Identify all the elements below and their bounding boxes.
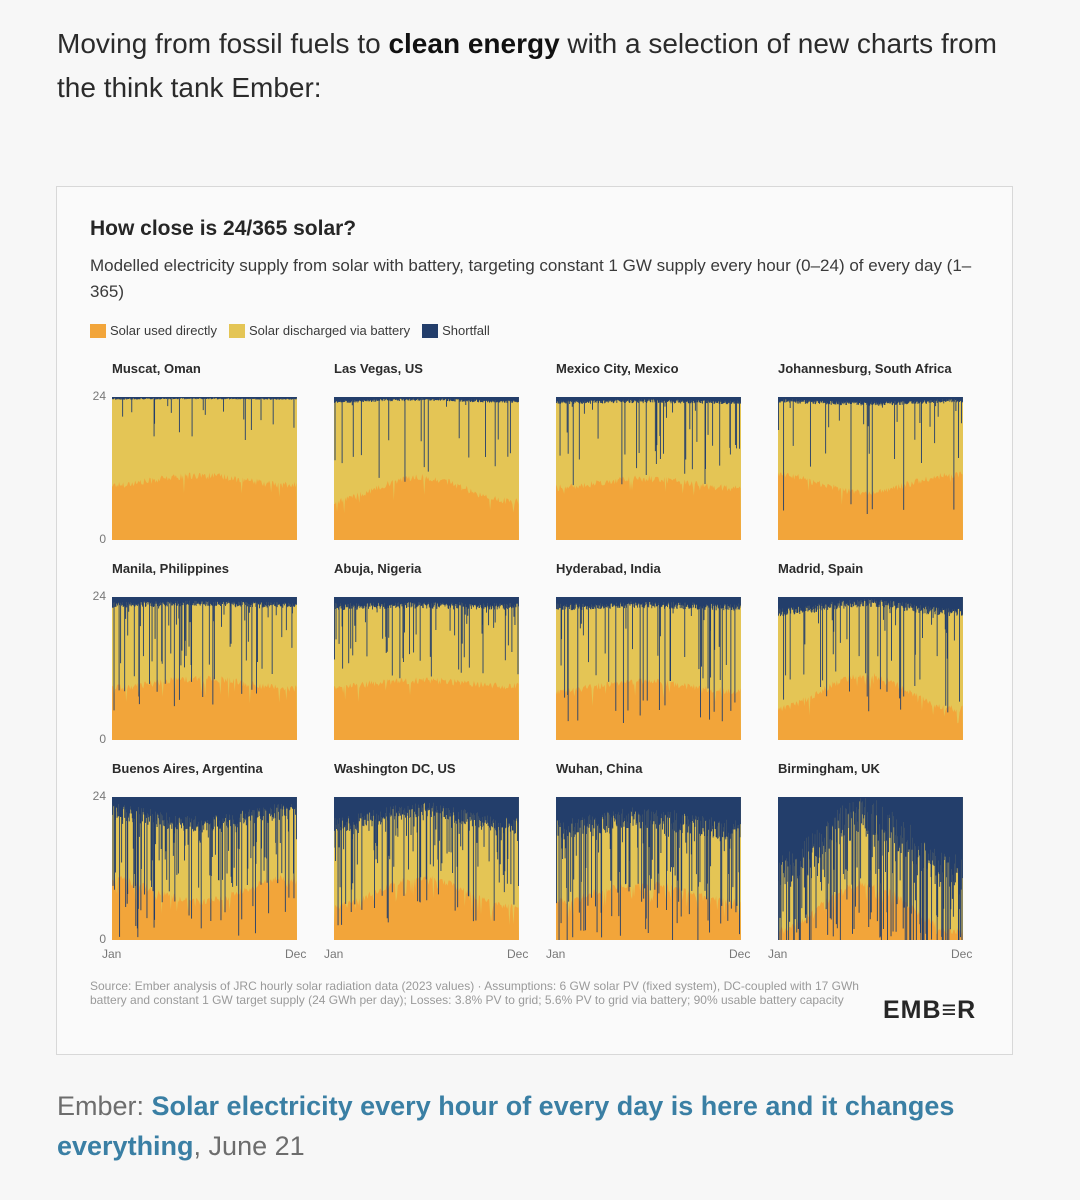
panel-plot — [556, 597, 741, 740]
panel-title: Abuja, Nigeria — [334, 561, 422, 576]
x-tick-label: Dec — [951, 947, 973, 961]
shortfall-series — [556, 597, 741, 723]
legend-swatch-shortfall — [422, 323, 439, 338]
direct-use-area — [112, 874, 297, 940]
panel-title: Buenos Aires, Argentina — [112, 761, 263, 776]
x-tick-label: Dec — [729, 947, 751, 961]
chart-subtitle: Modelled electricity supply from solar w… — [90, 256, 972, 301]
intro-text: Moving from fossil fuels to clean energy… — [57, 28, 997, 103]
shortfall-series — [112, 397, 297, 440]
shortfall-series — [334, 797, 519, 926]
panel-title: Madrid, Spain — [778, 561, 864, 576]
shortfall-series — [112, 797, 297, 938]
x-tick-label: Jan — [546, 947, 566, 961]
direct-use-area — [778, 672, 963, 740]
panel-title: Manila, Philippines — [112, 561, 230, 576]
direct-use-area — [112, 472, 297, 540]
legend-item-battery: Solar discharged via battery — [228, 323, 411, 338]
legend-label-shortfall: Shortfall — [442, 323, 490, 338]
shortfall-series — [112, 597, 297, 711]
direct-use-area — [334, 474, 519, 540]
shortfall-series — [778, 797, 963, 940]
y-tick-label: 24 — [92, 789, 106, 803]
shortfall-series — [778, 397, 963, 514]
caption-prefix: Ember: — [57, 1091, 152, 1121]
panel-plot — [334, 397, 519, 540]
caption-suffix: , June 21 — [193, 1131, 305, 1161]
legend-label-direct: Solar used directly — [110, 323, 217, 338]
panel-title: Las Vegas, US — [334, 361, 423, 376]
panel-plot — [556, 397, 741, 540]
chart-legend: Solar used directly Solar discharged via… — [90, 323, 502, 338]
direct-use-area — [556, 475, 741, 540]
direct-use-area — [334, 677, 519, 740]
panel-plot — [778, 797, 963, 940]
legend-swatch-direct — [90, 323, 106, 338]
legend-item-shortfall: Shortfall — [422, 323, 490, 338]
shortfall-series — [556, 797, 741, 940]
legend-label-battery: Solar discharged via battery — [248, 323, 411, 338]
panel-title: Hyderabad, India — [556, 561, 661, 576]
panel-plot — [112, 797, 297, 940]
y-tick-label: 0 — [99, 732, 106, 746]
panel-plot — [556, 797, 741, 940]
article-link[interactable]: Solar electricity every hour of every da… — [57, 1091, 955, 1161]
panel-title: Washington DC, US — [334, 761, 456, 776]
ember-logo: EMB≡R — [883, 996, 977, 1024]
chart-title: How close is 24/365 solar? — [90, 217, 357, 240]
panel-title: Mexico City, Mexico — [556, 361, 679, 376]
intro-bold: clean energy — [388, 28, 560, 59]
y-tick-label: 0 — [99, 532, 106, 546]
panel-plot — [112, 397, 297, 540]
direct-use-area — [112, 675, 297, 740]
source-note: Source: Ember analysis of JRC hourly sol… — [90, 979, 859, 1007]
legend-item-direct: Solar used directly — [90, 323, 217, 338]
direct-use-area — [778, 471, 963, 540]
x-tick-label: Jan — [102, 947, 122, 961]
panel-title: Muscat, Oman — [112, 361, 201, 376]
panel-title: Birmingham, UK — [778, 761, 880, 776]
panel-plot — [778, 597, 963, 740]
panel-plot — [334, 797, 519, 940]
y-tick-label: 24 — [92, 589, 106, 603]
x-tick-label: Dec — [285, 947, 307, 961]
panel-title: Johannesburg, South Africa — [778, 361, 952, 376]
x-tick-label: Jan — [768, 947, 788, 961]
shortfall-series — [556, 397, 741, 486]
x-tick-label: Jan — [324, 947, 344, 961]
y-tick-label: 0 — [99, 932, 106, 946]
panel-plot — [778, 397, 963, 540]
direct-use-area — [334, 874, 519, 940]
shortfall-series — [334, 397, 519, 482]
direct-use-area — [556, 678, 741, 740]
chart-card: How close is 24/365 solar? Modelled elec… — [56, 186, 1013, 1055]
shortfall-series — [778, 597, 963, 713]
legend-swatch-battery — [228, 323, 245, 338]
caption: Ember: Solar electricity every hour of e… — [57, 1086, 1017, 1166]
y-tick-label: 24 — [92, 389, 106, 403]
shortfall-series — [334, 597, 519, 679]
x-tick-label: Dec — [507, 947, 529, 961]
panel-plot — [334, 597, 519, 740]
panel-title: Wuhan, China — [556, 761, 643, 776]
panel-plot — [112, 597, 297, 740]
